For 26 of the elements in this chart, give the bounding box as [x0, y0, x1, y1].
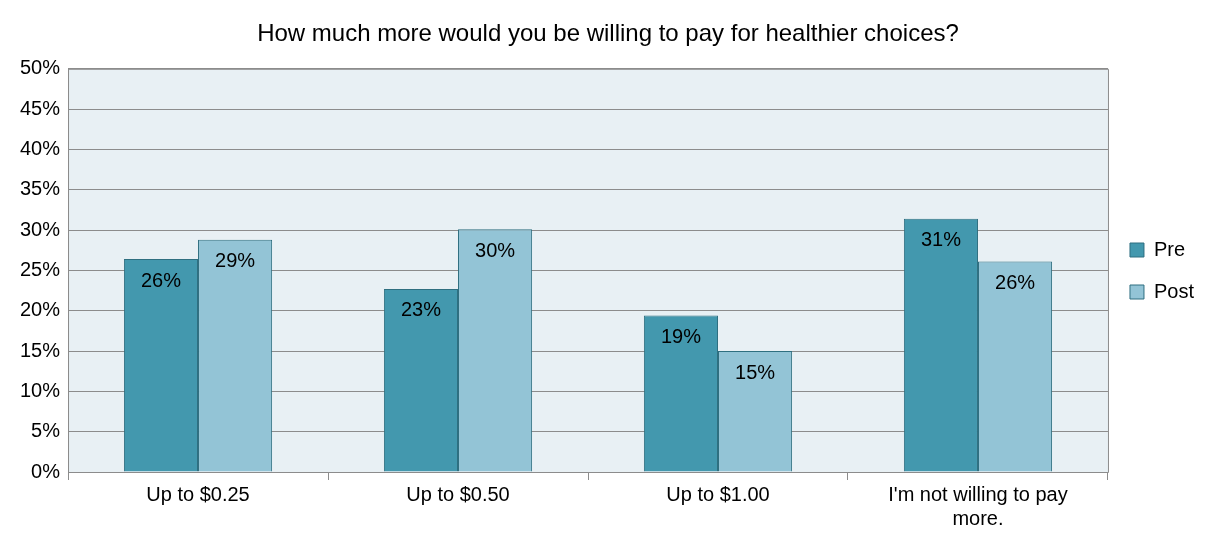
data-label: 23% — [400, 298, 442, 321]
data-label: 15% — [735, 360, 776, 383]
y-tick-label: 15% — [20, 338, 61, 361]
data-label: 19% — [660, 325, 702, 348]
data-label: 29% — [215, 249, 256, 272]
y-tick-label: 25% — [20, 257, 61, 280]
y-tick-label: 0% — [31, 459, 61, 482]
y-tick-label: 10% — [20, 378, 61, 401]
x-tick-label: Up to $0.50 — [406, 482, 510, 505]
x-tick-label: I'm not willing to pay more. — [888, 482, 1068, 529]
legend-label: Pre — [1153, 237, 1186, 260]
data-label: 31% — [920, 228, 962, 251]
data-label: 30% — [475, 238, 516, 261]
y-tick-label: 50% — [20, 56, 61, 79]
x-tick-label: Up to $1.00 — [666, 482, 770, 505]
y-tick-label: 40% — [20, 136, 61, 159]
y-tick-label: 45% — [20, 96, 61, 119]
data-label: 26% — [995, 271, 1036, 294]
legend-label: Post — [1153, 279, 1195, 302]
y-tick-label: 20% — [20, 298, 61, 321]
x-tick-label: Up to $0.25 — [146, 482, 250, 505]
y-tick-label: 5% — [31, 419, 61, 442]
y-tick-label: 30% — [20, 217, 61, 240]
y-tick-label: 35% — [20, 177, 61, 200]
data-label: 26% — [140, 268, 182, 291]
chart-title: How much more would you be willing to pay for healthier choices? — [257, 19, 959, 47]
